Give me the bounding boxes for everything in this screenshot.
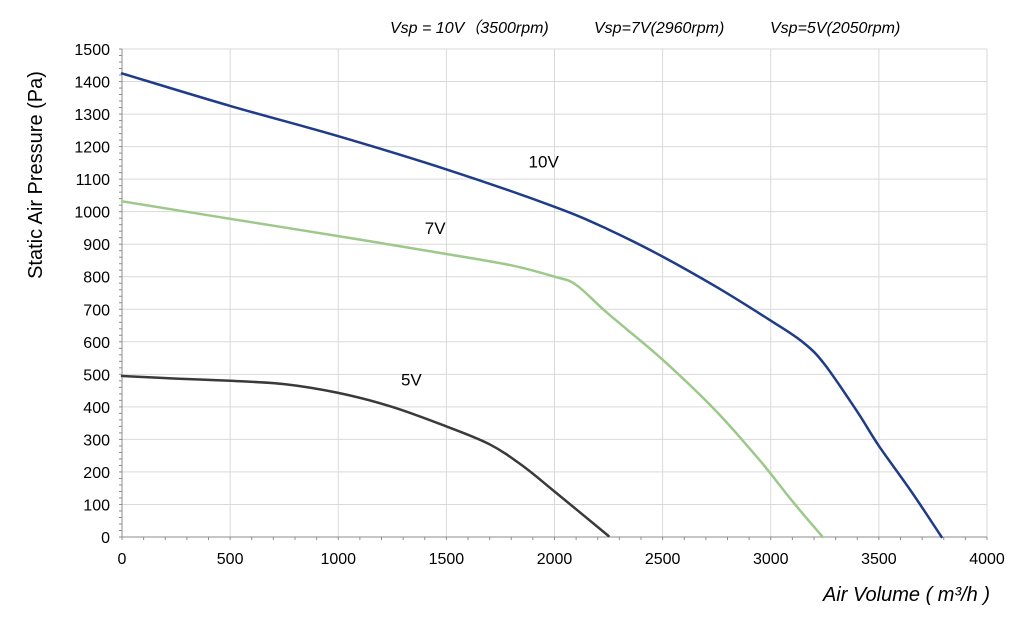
x-axis-title: Air Volume ( m³/h ) [822, 584, 990, 606]
y-tick-label: 1000 [74, 205, 110, 222]
y-tick-label: 600 [83, 335, 110, 352]
x-tick-label: 1000 [320, 551, 356, 568]
y-tick-label: 0 [101, 530, 110, 547]
y-axis-title: Static Air Pressure (Pa) [25, 71, 47, 279]
series-line-7v [120, 200, 824, 539]
x-tick-label: 3000 [753, 551, 789, 568]
y-tick-label: 100 [83, 497, 110, 514]
header-label: Vsp=7V(2960rpm) [594, 20, 724, 37]
header-label: Vsp=5V(2050rpm) [770, 20, 900, 37]
series-label-5v: 5V [401, 371, 422, 390]
x-tick-label: 500 [217, 551, 244, 568]
y-tick-label: 1500 [74, 42, 110, 59]
grid [121, 48, 988, 538]
x-tick-label: 2500 [645, 551, 681, 568]
axes [119, 48, 988, 540]
x-tick-labels: 0 500 1000 1500 2000 2500 3000 3500 4000 [118, 551, 1005, 568]
series-label-7v: 7V [425, 219, 446, 238]
header-label: Vsp = 10V（3500rpm) [390, 19, 549, 37]
x-tick-label: 0 [118, 551, 127, 568]
y-tick-label: 1300 [74, 107, 110, 124]
x-tick-label: 4000 [969, 551, 1005, 568]
y-tick-label: 700 [83, 302, 110, 319]
y-tick-label: 200 [83, 465, 110, 482]
y-tick-label: 500 [83, 367, 110, 384]
x-tick-label: 1500 [429, 551, 465, 568]
y-tick-labels: 0 100 200 300 400 500 600 700 800 900 1000 1100 1200… [74, 42, 110, 547]
header-labels: Vsp = 10V（3500rpm) Vsp=7V(2960rpm) Vsp=5V(… [390, 19, 900, 37]
x-tick-label: 3500 [861, 551, 897, 568]
y-tick-label: 300 [83, 432, 110, 449]
x-tick-label: 2000 [537, 551, 573, 568]
y-tick-label: 1200 [74, 140, 110, 157]
series-group: 10V 7V 5V [120, 72, 943, 539]
series-line-5v [120, 374, 610, 538]
y-tick-label: 1100 [76, 172, 111, 189]
series-line-10v [120, 72, 943, 539]
y-tick-label: 900 [83, 237, 110, 254]
series-label-10v: 10V [529, 153, 560, 172]
y-tick-label: 800 [83, 270, 110, 287]
y-tick-label: 400 [83, 400, 110, 417]
y-tick-label: 1400 [74, 75, 110, 92]
